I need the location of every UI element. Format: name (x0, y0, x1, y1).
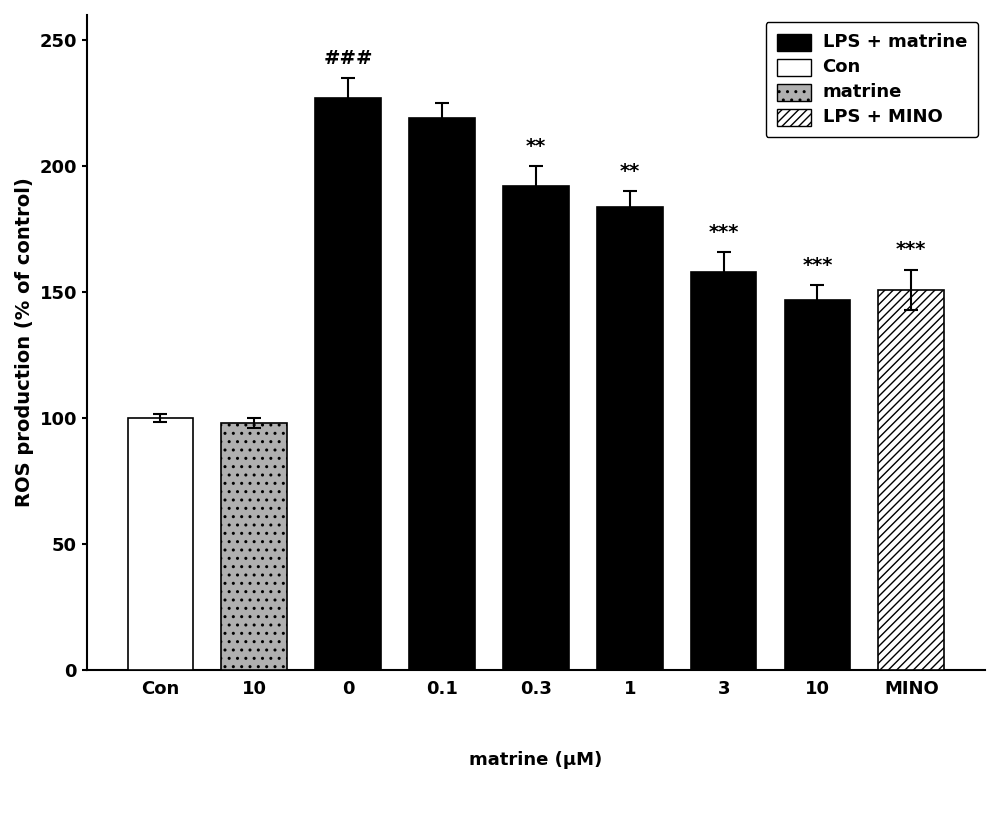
Text: ***: *** (896, 240, 927, 260)
Bar (503, 186, 569, 671)
Text: **: ** (620, 162, 640, 181)
Text: ***: *** (802, 255, 833, 275)
Text: ###: ### (323, 49, 373, 68)
Bar (221, 423, 287, 671)
Text: **: ** (526, 137, 546, 156)
Text: ***: *** (708, 223, 739, 242)
Bar (128, 418, 193, 671)
Legend: LPS + matrine, Con, matrine, LPS + MINO: LPS + matrine, Con, matrine, LPS + MINO (766, 22, 978, 137)
Bar (597, 206, 663, 671)
Bar (878, 290, 944, 671)
Y-axis label: ROS production (% of control): ROS production (% of control) (15, 178, 34, 508)
Bar (315, 98, 381, 671)
Bar (409, 118, 475, 671)
Bar (691, 272, 756, 671)
Bar (785, 300, 850, 671)
Text: matrine (μM): matrine (μM) (469, 750, 603, 769)
